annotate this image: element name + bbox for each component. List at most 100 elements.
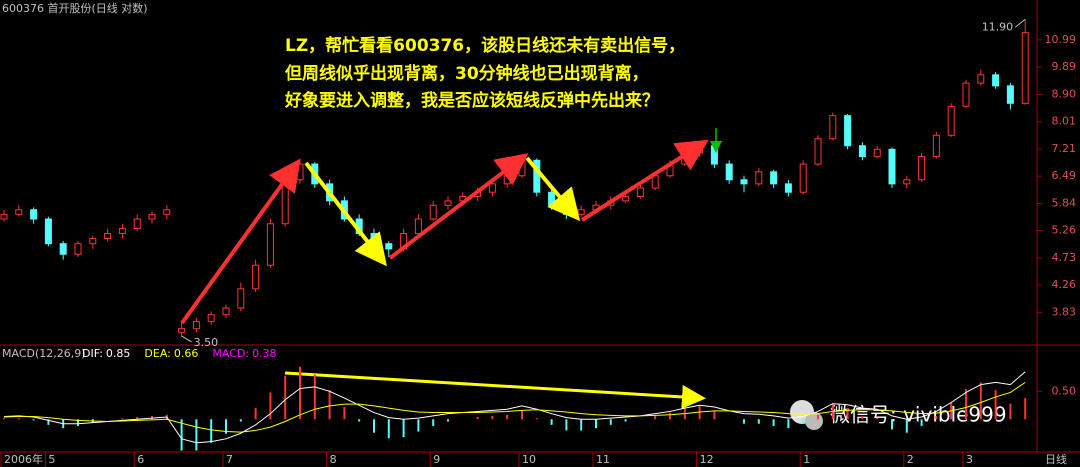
x-tick-label: 8 bbox=[330, 453, 337, 466]
x-tick-label: 11 bbox=[596, 453, 610, 466]
y-tick-label: 7.21 bbox=[1052, 142, 1077, 155]
x-tick-label: 1 bbox=[803, 453, 810, 466]
candle-body bbox=[932, 134, 940, 158]
candle-body bbox=[962, 82, 970, 107]
high-marker-line bbox=[1014, 18, 1026, 28]
candle-body bbox=[207, 314, 215, 323]
candle-body bbox=[104, 233, 112, 240]
candle-body bbox=[414, 218, 422, 235]
candle-body bbox=[444, 200, 452, 206]
y-tick-label: 5.26 bbox=[1052, 224, 1077, 237]
candle-body bbox=[118, 228, 126, 235]
candle-body bbox=[429, 204, 437, 220]
candle-body bbox=[178, 328, 186, 333]
watermark: 微信号: vivible999 bbox=[790, 400, 1007, 430]
y-tick-label: 9.89 bbox=[1052, 60, 1077, 73]
candle-body bbox=[163, 209, 171, 215]
candle-body bbox=[844, 115, 852, 147]
candle-body bbox=[577, 209, 585, 215]
x-tick-label: 2 bbox=[907, 453, 914, 466]
candle-body bbox=[873, 148, 881, 158]
candle-body bbox=[784, 183, 792, 193]
candle-body bbox=[148, 213, 156, 220]
macd-line bbox=[3, 381, 1026, 433]
candle-body bbox=[89, 238, 97, 245]
candle-body bbox=[799, 163, 807, 193]
x-tick-label: 10 bbox=[522, 453, 536, 466]
y-tick-label: 3.83 bbox=[1052, 306, 1077, 319]
candle-body bbox=[1021, 32, 1029, 104]
candle-body bbox=[518, 159, 526, 177]
candle-body bbox=[725, 163, 733, 181]
candle-body bbox=[992, 74, 1000, 87]
period-label: 日线 bbox=[1045, 452, 1067, 466]
arrow bbox=[525, 156, 581, 222]
candle-body bbox=[488, 183, 496, 193]
y-tick-label: 4.73 bbox=[1052, 251, 1077, 264]
candle-body bbox=[770, 171, 778, 185]
candle-body bbox=[296, 163, 304, 181]
x-tick-label: 12 bbox=[700, 453, 714, 466]
candle-body bbox=[947, 105, 955, 136]
x-tick-label: 5 bbox=[48, 453, 55, 466]
macd-line bbox=[3, 371, 1026, 444]
candle-body bbox=[903, 179, 911, 185]
arrow bbox=[304, 161, 387, 267]
arrow bbox=[580, 139, 709, 222]
legend-name: DIF: bbox=[82, 347, 103, 360]
candle-body bbox=[814, 138, 822, 165]
annotation: 好象要进入调整，我是否应该短线反弹中先出来？ bbox=[284, 90, 659, 111]
y-tick-label: 8.01 bbox=[1052, 115, 1077, 128]
candle-body bbox=[755, 171, 763, 185]
annotation-arrows bbox=[180, 128, 722, 409]
candle-body bbox=[237, 288, 245, 309]
candle-body bbox=[1006, 85, 1014, 104]
candle-body bbox=[977, 74, 985, 84]
candle-body bbox=[222, 307, 230, 316]
legend-name: MACD: bbox=[212, 347, 249, 360]
y-tick-label: 6.49 bbox=[1052, 169, 1077, 182]
low-marker-line bbox=[181, 335, 192, 343]
arrow bbox=[284, 371, 706, 409]
legend-name: DEA: bbox=[144, 347, 170, 360]
candle-body bbox=[133, 218, 141, 230]
annotation: 但周线似乎出现背离，30分钟线也已出现背离， bbox=[285, 63, 649, 84]
candle-body bbox=[740, 179, 748, 185]
candle-body bbox=[548, 191, 556, 206]
legend-value: 0.85 bbox=[106, 347, 131, 360]
candle-body bbox=[44, 218, 52, 245]
candle-body bbox=[385, 243, 393, 250]
candle-body bbox=[370, 233, 378, 245]
candle-body bbox=[266, 223, 274, 266]
candle-body bbox=[636, 187, 644, 197]
watermark-text: 微信号: vivible999 bbox=[830, 403, 1007, 427]
macd-label: MACD(12,26,9) bbox=[2, 347, 86, 360]
x-tick-label: 7 bbox=[226, 453, 233, 466]
candle-body bbox=[74, 243, 82, 255]
candle-body bbox=[15, 209, 23, 215]
chart-title: 600376 首开股份(日线 对数) bbox=[2, 1, 148, 15]
y-tick-label: 4.26 bbox=[1052, 278, 1077, 291]
candle-body bbox=[829, 115, 837, 140]
candle-body bbox=[252, 264, 260, 290]
candle-body bbox=[281, 179, 289, 225]
candle-body bbox=[622, 195, 630, 202]
high-marker-label: 11.90 bbox=[982, 20, 1014, 33]
x-tick-label: 3 bbox=[966, 453, 973, 466]
y-tick-label: 5.84 bbox=[1052, 196, 1077, 209]
arrow bbox=[180, 158, 301, 325]
x-tick-label: 2006年 bbox=[4, 452, 43, 466]
x-tick-label: 9 bbox=[433, 453, 440, 466]
low-marker-label: 3.50 bbox=[194, 336, 219, 349]
y-tick-label: 8.90 bbox=[1052, 87, 1077, 100]
x-tick-label: 6 bbox=[137, 453, 144, 466]
candle-body bbox=[858, 145, 866, 158]
y-tick-label: 0.50 bbox=[1052, 384, 1077, 397]
candle-body bbox=[30, 209, 38, 220]
candle-body bbox=[918, 156, 926, 181]
candle-body bbox=[503, 175, 511, 185]
candle-body bbox=[59, 243, 67, 255]
legend-value: 0.66 bbox=[174, 347, 199, 360]
